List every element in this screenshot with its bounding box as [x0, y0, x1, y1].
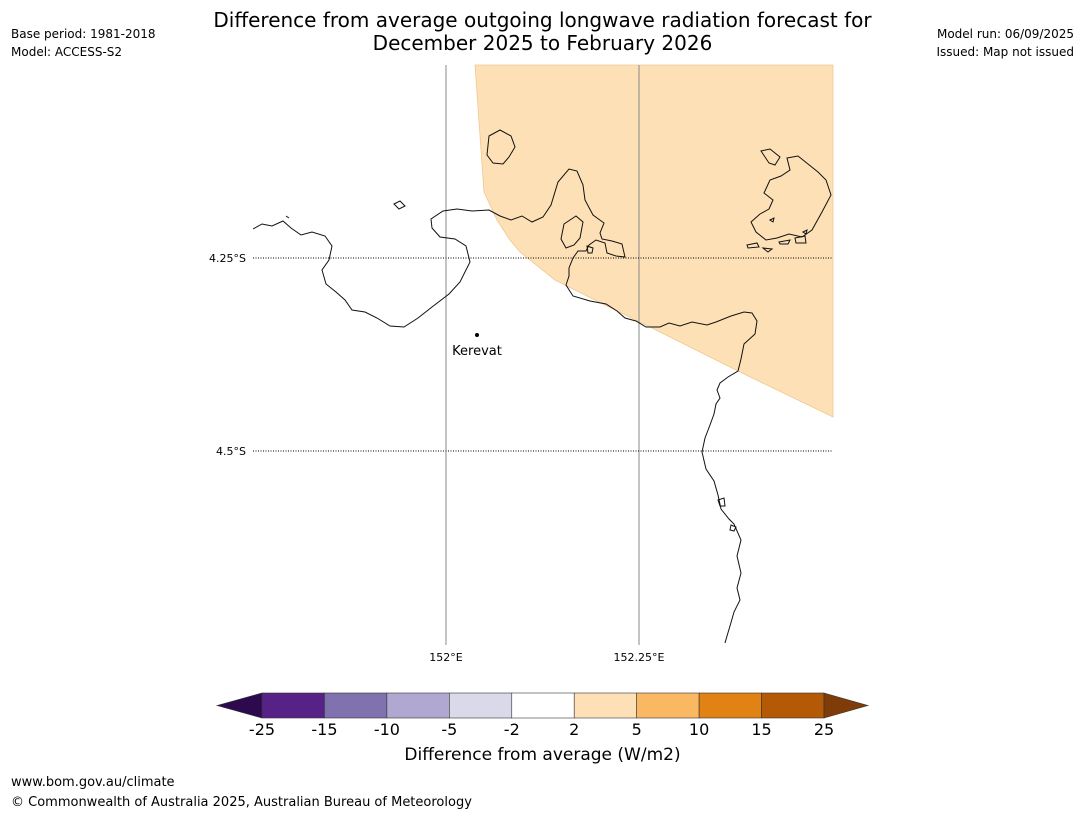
colorbar-segment — [386, 692, 450, 719]
kerevat-marker — [475, 333, 479, 337]
colorbar-segment — [573, 692, 637, 719]
colorbar-tick-label: -10 — [374, 720, 400, 739]
colorbar-segment — [324, 692, 388, 719]
lon-label-152: 152°E — [429, 651, 462, 664]
colorbar-segment — [511, 692, 575, 719]
lon-label-152-25: 152.25°E — [614, 651, 665, 664]
colorbar-segment — [261, 692, 325, 719]
colorbar-tick-label: -15 — [311, 720, 337, 739]
model-run-text: Model run: 06/09/2025 — [936, 27, 1074, 41]
base-period-text: Base period: 1981-2018 — [11, 27, 156, 41]
colorbar-tick-label: 25 — [814, 720, 834, 739]
colorbar-segment — [636, 692, 700, 719]
colorbar-segment — [698, 692, 762, 719]
colorbar: -25 -15 -10 -5 -2 2 5 10 15 25 — [215, 692, 870, 739]
footer-copyright: © Commonwealth of Australia 2025, Austra… — [11, 795, 472, 810]
lat-label-4-5: 4.5°S — [216, 445, 246, 458]
colorbar-tick-label: 10 — [689, 720, 709, 739]
model-text: Model: ACCESS-S2 — [11, 45, 123, 59]
colorbar-tick-label: -25 — [249, 720, 275, 739]
colorbar-extend-high — [823, 692, 870, 719]
issued-text: Issued: Map not issued — [936, 45, 1074, 59]
colorbar-tick-label: -5 — [441, 720, 457, 739]
colorbar-tick-label: 5 — [632, 720, 642, 739]
lat-label-4-25: 4.25°S — [209, 252, 246, 265]
colorbar-title: Difference from average (W/m2) — [404, 745, 681, 765]
colorbar-segment — [449, 692, 513, 719]
anomaly-region — [474, 64, 834, 418]
colorbar-tick-label: 15 — [751, 720, 771, 739]
colorbar-segment — [761, 692, 825, 719]
kerevat-label: Kerevat — [452, 344, 502, 359]
footer-url[interactable]: www.bom.gov.au/climate — [11, 775, 175, 790]
colorbar-tick-label: -2 — [504, 720, 520, 739]
colorbar-extend-low — [215, 692, 263, 719]
map-title-line1: Difference from average outgoing longwav… — [213, 8, 872, 32]
coastline — [252, 129, 832, 644]
map-title-line2: December 2025 to February 2026 — [372, 31, 713, 55]
colorbar-tick-label: 2 — [569, 720, 579, 739]
